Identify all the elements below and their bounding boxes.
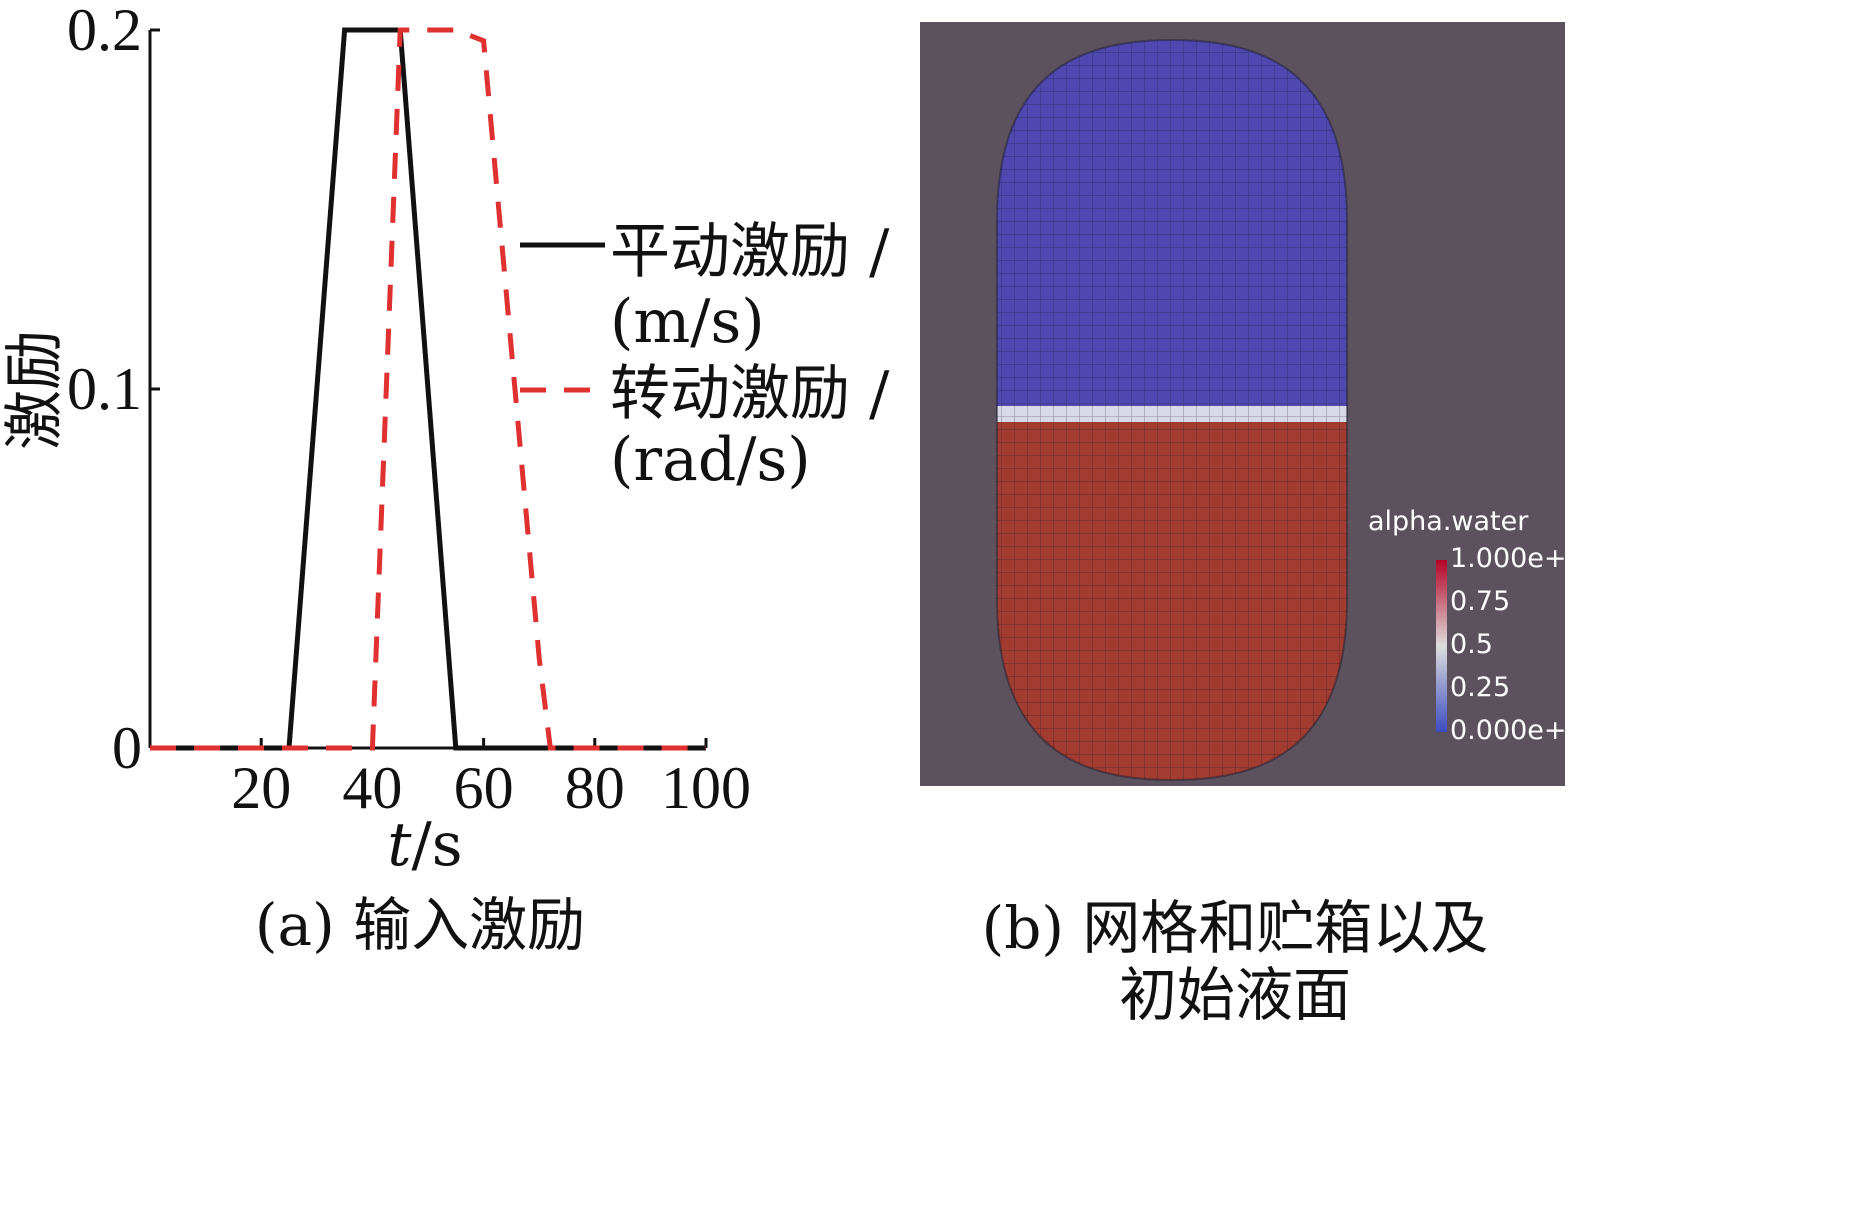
series-layer [150,27,706,751]
colorbar-title: alpha.water [1368,506,1529,537]
y-tick-label: 0.1 [67,356,142,422]
colorbar-label-max: 1.000e+00 [1450,543,1601,574]
legend-label-translational: 平动激励 / [610,217,890,287]
caption-a: (a) 输入激励 [255,891,585,959]
colorbar-label-05: 0.5 [1450,629,1493,660]
x-axis-label-unit: /s [412,810,463,880]
legend-label-rotational-unit: (rad/s) [610,425,811,495]
y-tick-label: 0.2 [67,0,142,63]
ticks: 20 40 60 80 100 0 0.1 0.2 [67,0,751,821]
colorbar-label-075: 0.75 [1450,586,1510,617]
caption-b-line2: 初始液面 [1119,961,1351,1029]
tank-mesh [997,40,1347,780]
series-line-translational [150,27,706,751]
y-axis-label: 激励 [0,330,70,450]
caption-b-line1: (b) 网格和贮箱以及 [982,894,1489,962]
legend: 平动激励 / (m/s) 转动激励 / (rad/s) [520,217,890,495]
tank-outline [996,38,1348,782]
colorbar-label-025: 0.25 [1450,672,1510,703]
x-tick-label: 60 [454,755,514,821]
x-tick-label: 40 [342,755,402,821]
legend-label-rotational: 转动激励 / [610,359,890,429]
tank [997,40,1347,780]
legend-label-translational-unit: (m/s) [610,287,765,357]
render-panel-b: alpha.water 1.000e+00 0.75 0.5 0.25 0.00… [920,22,1601,1029]
x-tick-label: 20 [231,755,291,821]
colorbar-gradient [1436,560,1447,732]
x-tick-label: 80 [565,755,625,821]
colorbar: alpha.water 1.000e+00 0.75 0.5 0.25 0.00… [1368,506,1601,746]
chart-panel-a: 20 40 60 80 100 0 0.1 0.2 激励 t/s 平动激励 / (m/s) 转… [0,0,890,959]
x-axis-label: t/s [387,810,462,880]
series-line-rotational [150,27,706,751]
y-tick-label: 0 [112,715,142,781]
x-tick-label: 100 [661,755,751,821]
colorbar-label-min: 0.000e+00 [1450,715,1601,746]
x-axis-label-var: t [387,810,412,880]
